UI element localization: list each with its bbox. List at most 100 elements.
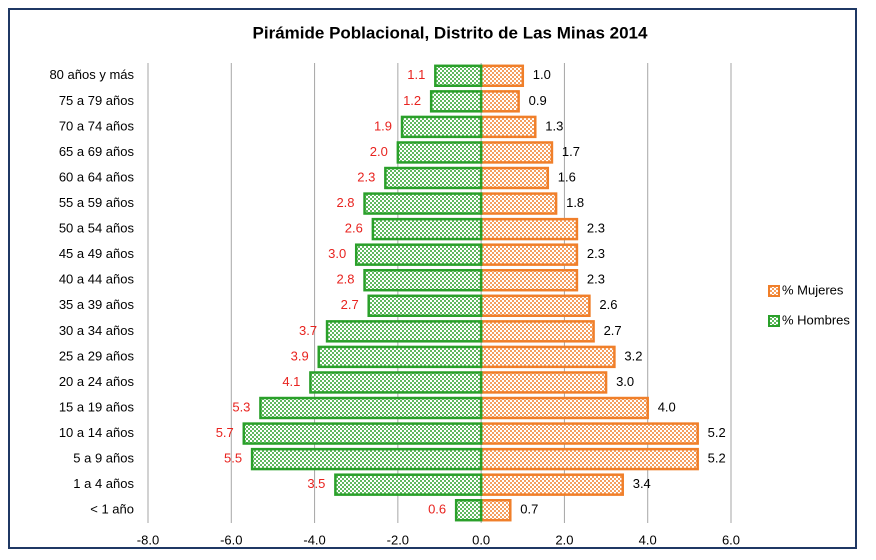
bar [479,166,550,190]
bar [434,64,483,87]
bar [371,217,483,241]
y-tick-label: 45 a 49 años [59,246,135,261]
data-label: 1.7 [562,144,580,159]
data-label: 2.6 [599,297,617,312]
data-label: 2.8 [336,272,354,287]
bar [479,371,608,394]
y-tick-label: 35 a 39 años [59,297,135,312]
data-label: 5.5 [224,451,242,466]
bar [363,192,483,215]
y-tick-label: < 1 año [90,502,134,517]
data-label: 1.2 [403,93,421,108]
data-label: 5.2 [708,425,726,440]
x-tick-label: -4.0 [303,532,325,547]
y-tick-label: 55 a 59 años [59,195,135,210]
y-tick-label: 20 a 24 años [59,374,135,389]
bar [325,320,483,343]
data-label: 3.2 [624,348,642,363]
bar [479,115,537,139]
bar [479,320,595,343]
data-label: 1.6 [558,169,576,184]
bar [334,473,483,496]
bar [479,269,579,292]
bar [250,447,483,471]
x-tick-label: 6.0 [722,532,740,547]
data-label: 2.3 [587,272,605,287]
y-tick-label: 75 a 79 años [59,93,135,108]
data-label: 3.0 [328,246,346,261]
bar [479,447,699,471]
data-label: 0.7 [520,502,538,517]
y-tick-label: 60 a 64 años [59,169,135,184]
data-label: 2.6 [345,221,363,236]
data-label: 2.3 [587,221,605,236]
data-label: 1.0 [533,67,551,82]
data-label: 2.7 [604,323,622,338]
bar [454,499,483,522]
x-tick-label: 2.0 [555,532,573,547]
bar [479,422,699,445]
data-label: 5.3 [232,399,250,414]
bar [396,141,483,164]
y-tick-label: 25 a 29 años [59,348,135,363]
bar [354,243,483,266]
y-tick-label: 70 a 74 años [59,118,135,133]
data-label: 3.0 [616,374,634,389]
data-label: 1.1 [407,67,425,82]
legend-label: % Mujeres [782,282,844,297]
data-label: 1.8 [566,195,584,210]
bar [400,115,483,139]
bar [479,192,558,215]
data-label: 3.4 [633,476,651,491]
x-tick-label: -8.0 [137,532,159,547]
data-label: 3.5 [307,476,325,491]
y-tick-label: 1 a 4 años [73,476,134,491]
bar [479,473,624,496]
y-tick-label: 40 a 44 años [59,272,135,287]
bar [384,166,483,190]
data-label: 2.3 [587,246,605,261]
bar [479,90,520,113]
y-tick-label: 30 a 34 años [59,323,135,338]
y-tick-label: 65 a 69 años [59,144,135,159]
data-label: 3.7 [299,323,317,338]
y-tick-label: 15 a 19 años [59,399,135,414]
bar [367,294,483,317]
data-label: 3.9 [291,348,309,363]
x-tick-label: 0.0 [472,532,490,547]
data-label: 4.1 [282,374,300,389]
bar [242,422,483,445]
legend-label: % Hombres [782,312,850,327]
legend-swatch [768,285,780,297]
data-label: 2.3 [357,169,375,184]
data-label: 0.6 [428,502,446,517]
bar [317,345,483,369]
data-label: 4.0 [658,399,676,414]
bar [479,294,591,317]
y-tick-label: 10 a 14 años [59,425,135,440]
bar [479,243,579,266]
data-label: 2.0 [370,144,388,159]
y-tick-label: 80 años y más [49,67,134,82]
bar [479,499,512,522]
data-label: 1.3 [545,118,563,133]
data-label: 2.8 [336,195,354,210]
data-label: 5.2 [708,451,726,466]
bar [259,396,483,420]
bar [479,345,616,369]
data-label: 0.9 [529,93,547,108]
bar [479,217,579,241]
y-tick-label: 5 a 9 años [73,451,134,466]
bar [479,396,649,420]
data-label: 2.7 [341,297,359,312]
x-tick-label: -2.0 [387,532,409,547]
data-label: 5.7 [216,425,234,440]
bar [479,64,525,87]
x-tick-label: 4.0 [639,532,657,547]
bar [429,90,483,113]
x-tick-label: -6.0 [220,532,242,547]
data-label: 1.9 [374,118,392,133]
chart-title: Pirámide Poblacional, Distrito de Las Mi… [253,23,648,42]
